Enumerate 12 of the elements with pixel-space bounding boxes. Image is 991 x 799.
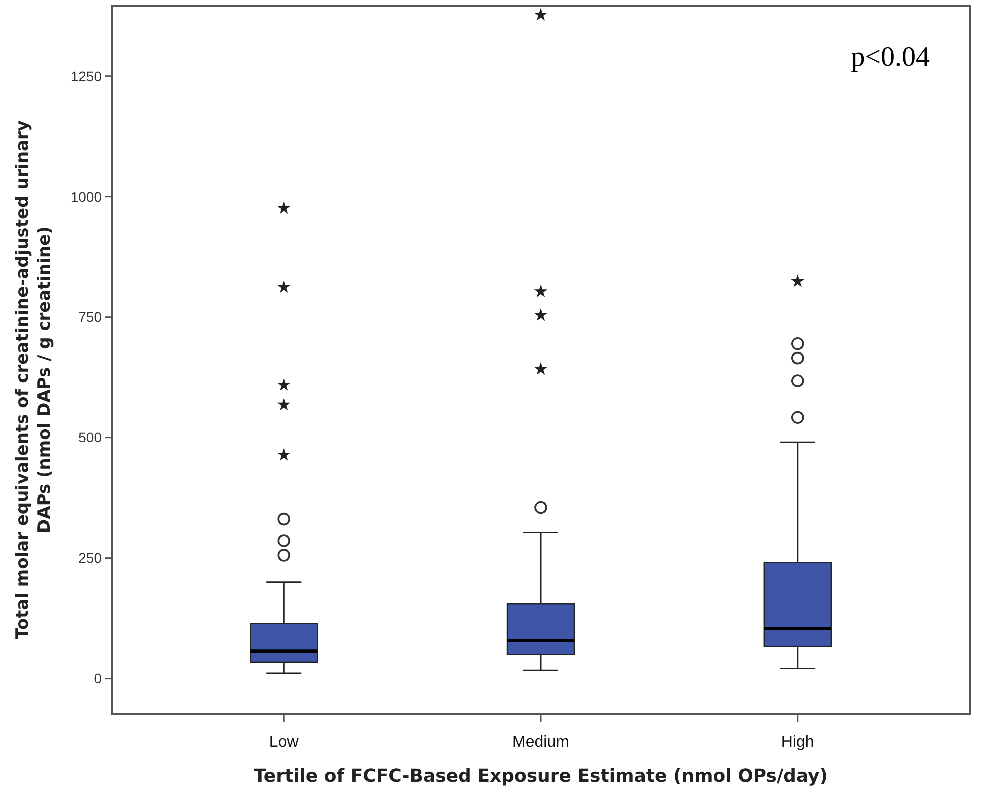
y-tick-label: 1000	[70, 188, 102, 205]
y-tick-label: 250	[78, 550, 102, 566]
annotation: p<0.04	[851, 42, 930, 73]
y-tick-label: 0	[94, 670, 102, 687]
y-tick-label: 1250	[70, 68, 102, 84]
y-tick-label: 500	[78, 430, 102, 446]
y-axis-title: Total molar equivalents of creatinine-adjusted urinary DAPs (nmol DAPs / g creatinine)	[13, 120, 55, 640]
y-tick-label: 750	[78, 309, 102, 326]
x-tick-label: Low	[269, 734, 300, 751]
x-tick-label: Medium	[512, 734, 570, 751]
x-tick-label: High	[781, 734, 814, 751]
x-axis-title: Tertile of FCFC-Based Exposure Estimate (nmol OPs/day)	[254, 766, 828, 787]
